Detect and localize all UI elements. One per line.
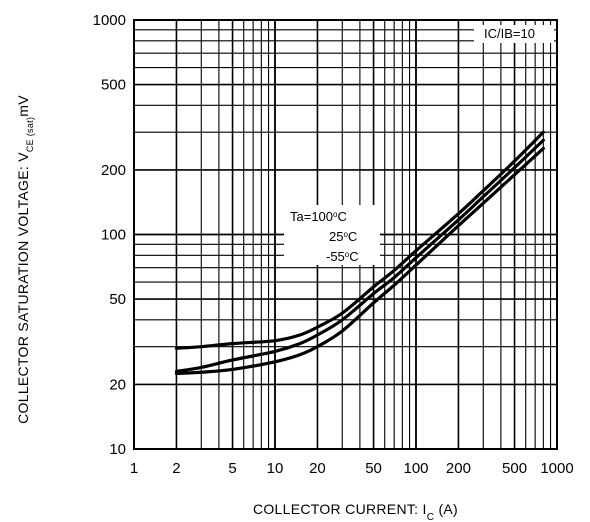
- x-tick-label: 200: [446, 460, 471, 477]
- annotation-background: [284, 205, 380, 265]
- condition-label-background: [474, 25, 554, 43]
- x-axis-label-sub: C: [427, 512, 435, 522]
- x-tick-label: 5: [228, 460, 236, 477]
- annotation-ta-100-value: Ta=100: [290, 209, 333, 224]
- y-axis-label: COLLECTOR SATURATION VOLTAGE: VCE (sat)m…: [15, 95, 35, 424]
- y-axis-label-unit: mV: [15, 95, 31, 117]
- annotation-minus-55-value: -55: [326, 249, 345, 264]
- x-tick-label: 1000: [540, 460, 573, 477]
- x-axis-label: COLLECTOR CURRENT: IC (A): [253, 501, 458, 522]
- annotation-minus-55: -55oC: [326, 249, 359, 264]
- annotation-25-value: 25: [329, 229, 343, 244]
- x-tick-label: 50: [365, 460, 382, 477]
- condition-label-box: IC/IB=10: [474, 25, 554, 43]
- y-axis-label-sub: CE (sat): [25, 117, 35, 152]
- plot-frame: [133, 19, 558, 450]
- y-tick-label: 20: [109, 376, 126, 393]
- degree-symbol: o: [343, 230, 348, 239]
- y-tick-label: 1000: [93, 12, 126, 29]
- y-tick-label: 100: [101, 227, 126, 244]
- x-tick-label: 100: [403, 460, 428, 477]
- x-tick-labels: 1 2 5 10 20 50 100 200 500 1000: [130, 460, 574, 477]
- series-ta-100c: [174, 130, 545, 350]
- series-ta-minus-55c: [174, 146, 545, 376]
- series-curves: [174, 130, 545, 376]
- y-tick-label: 200: [101, 162, 126, 179]
- degree-symbol: o: [345, 250, 350, 259]
- y-tick-label: 10: [109, 441, 126, 458]
- x-axis-label-unit: (A): [434, 501, 458, 517]
- y-axis-label-main: COLLECTOR SATURATION VOLTAGE: V: [15, 152, 31, 424]
- series-ta-25c: [174, 138, 545, 374]
- y-tick-label: 500: [101, 77, 126, 94]
- condition-label: IC/IB=10: [484, 26, 535, 41]
- x-tick-label: 2: [172, 460, 180, 477]
- temperature-annotations: Ta=100oC 25oC -55oC: [284, 205, 380, 265]
- y-tick-labels: 10 20 50 100 200 500 1000: [93, 12, 126, 458]
- x-tick-label: 500: [502, 460, 527, 477]
- annotation-25-unit: C: [348, 229, 357, 244]
- annotation-ta-100-unit: C: [337, 209, 346, 224]
- x-tick-label: 10: [267, 460, 284, 477]
- x-tick-label: 20: [309, 460, 326, 477]
- annotation-minus-55-unit: C: [349, 249, 358, 264]
- degree-symbol: o: [333, 210, 338, 219]
- annotation-25: 25oC: [329, 229, 357, 244]
- annotation-ta-100: Ta=100oC: [290, 209, 347, 224]
- x-axis-label-main: COLLECTOR CURRENT: I: [253, 501, 427, 517]
- x-tick-label: 1: [130, 460, 138, 477]
- y-tick-label: 50: [109, 291, 126, 308]
